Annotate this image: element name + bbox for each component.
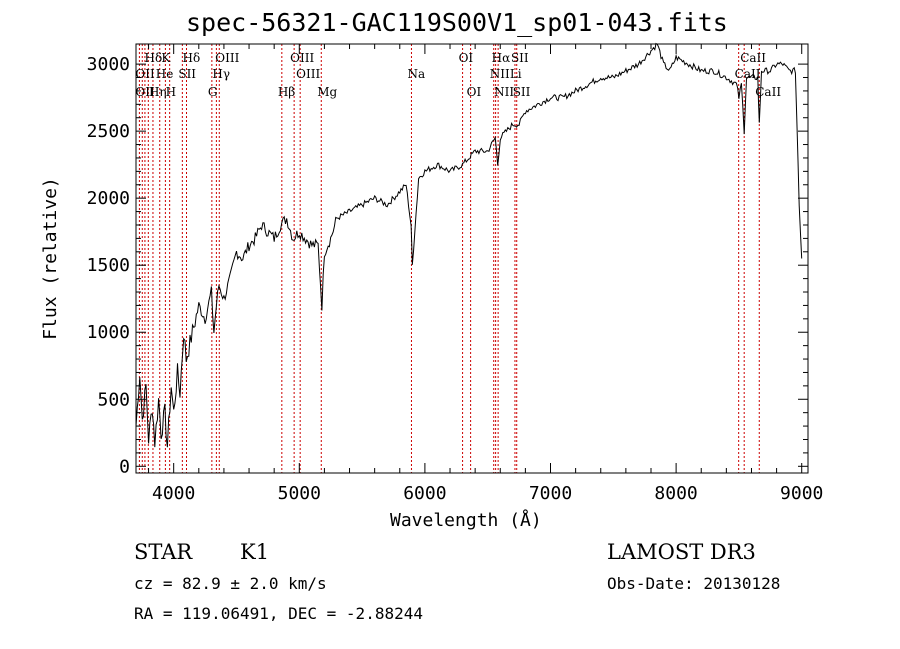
line-label: G <box>208 85 218 99</box>
line-label: OI <box>459 51 474 65</box>
line-label: OIII <box>290 51 314 65</box>
spectrum-line <box>135 42 803 448</box>
line-label: K <box>161 51 171 65</box>
x-tick-label: 9000 <box>780 483 823 504</box>
line-label: Hη <box>149 85 167 99</box>
line-label: He <box>156 67 174 81</box>
y-axis-ticks: 0 500 1000 1500 2000 2500 3000 <box>87 54 808 477</box>
emission-line-markers <box>138 44 760 473</box>
survey-name: LAMOST DR3 <box>607 540 756 564</box>
y-tick-label: 2000 <box>87 188 130 209</box>
line-label: OIII <box>296 67 320 81</box>
y-tick-label: 0 <box>119 456 130 477</box>
line-label: OI <box>467 85 482 99</box>
redshift-cz: cz = 82.9 ± 2.0 km/s <box>134 574 327 593</box>
y-tick-label: 1500 <box>87 255 130 276</box>
x-tick-label: 7000 <box>529 483 572 504</box>
line-label: OIII <box>215 51 239 65</box>
y-tick-label: 3000 <box>87 54 130 75</box>
y-axis-label: Flux (relative) <box>40 177 61 340</box>
line-label: Li <box>510 67 522 81</box>
line-label: NII <box>494 85 514 99</box>
line-label: SII <box>178 67 196 81</box>
x-tick-label: 5000 <box>278 483 321 504</box>
line-label: CaII <box>755 85 781 99</box>
y-tick-label: 500 <box>97 389 130 410</box>
line-label: Hβ <box>278 85 295 99</box>
x-axis-ticks: 4000 5000 6000 7000 8000 9000 <box>148 44 823 504</box>
line-label: Mg <box>317 85 337 99</box>
line-label: Hγ <box>212 67 230 81</box>
line-label: CaII <box>740 51 766 65</box>
x-tick-label: 8000 <box>654 483 697 504</box>
x-tick-label: 6000 <box>403 483 446 504</box>
line-label: SII <box>513 85 531 99</box>
line-label: H <box>166 85 176 99</box>
line-label: SII <box>511 51 529 65</box>
y-tick-label: 2500 <box>87 121 130 142</box>
observation-date: Obs-Date: 20130128 <box>607 574 781 593</box>
line-label: Hδ <box>182 51 200 65</box>
object-subclass: K1 <box>240 540 270 564</box>
object-class: STAR <box>134 540 193 564</box>
line-label: Hδ <box>145 51 163 65</box>
line-label: OII <box>135 67 155 81</box>
plot-frame <box>135 43 809 474</box>
line-label: NII <box>490 67 510 81</box>
x-tick-label: 4000 <box>152 483 195 504</box>
x-axis-label: Wavelength (Å) <box>390 510 542 531</box>
chart-title: spec-56321-GAC119S00V1_sp01-043.fits <box>186 8 728 37</box>
coordinates: RA = 119.06491, DEC = -2.88244 <box>134 604 423 623</box>
y-tick-label: 1000 <box>87 322 130 343</box>
line-label: OII <box>135 85 155 99</box>
line-label: Hα <box>492 51 511 65</box>
line-label: Na <box>407 67 425 81</box>
